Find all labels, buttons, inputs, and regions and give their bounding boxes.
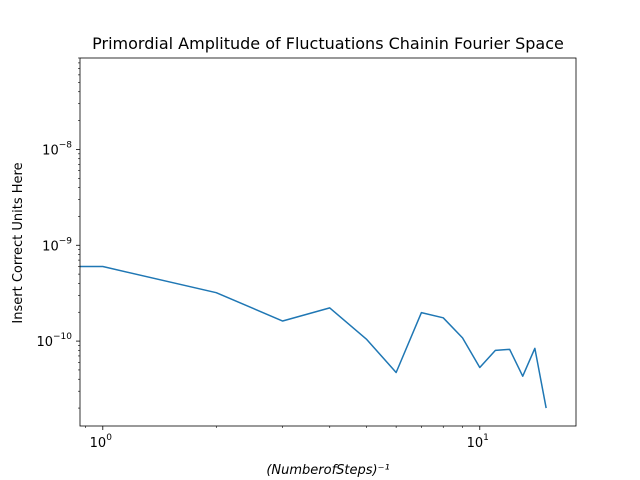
y-axis-label: Insert Correct Units Here <box>11 162 26 323</box>
y-tick-label: 10−9 <box>42 236 72 254</box>
x-tick-label: 100 <box>90 433 113 451</box>
x-axis-label: (NumberofSteps)⁻¹ <box>266 463 389 478</box>
x-tick-label: 101 <box>467 433 489 451</box>
y-tick-label: 10−10 <box>36 332 72 350</box>
y-tick-label: 10−8 <box>42 140 72 158</box>
plot-frame <box>79 57 577 427</box>
chart-title: Primordial Amplitude of Fluctuations Cha… <box>92 34 564 53</box>
plot-area: 100 101 10−10 10−9 10−8 <box>36 57 577 451</box>
series-line-amplitude <box>80 265 547 409</box>
